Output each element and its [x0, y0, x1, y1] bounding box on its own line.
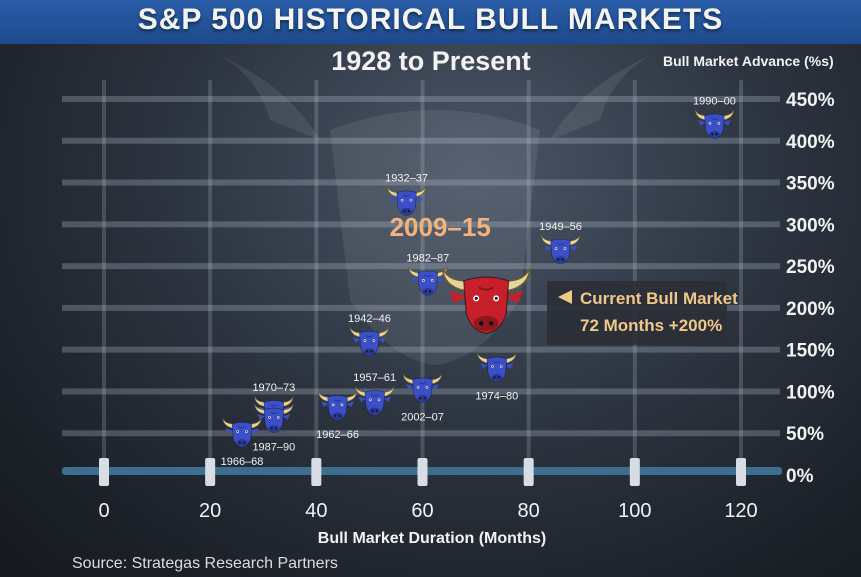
x-tick-label: 120	[724, 500, 757, 522]
callout-pointer-icon	[558, 290, 572, 304]
y-tick-label: 450%	[786, 90, 835, 111]
bull-market-label: 1990–00	[693, 96, 736, 108]
y-tick-label: 200%	[786, 299, 835, 320]
bull-market-label: 1974–80	[475, 391, 518, 403]
y-tick-label: 150%	[786, 341, 835, 362]
x-axis-baseline	[62, 458, 782, 486]
x-axis-tick-mark	[629, 458, 640, 486]
bull-market-label: 1942–46	[348, 313, 391, 325]
y-tick-label: 50%	[786, 424, 824, 445]
current-bull-market: 2009–15	[390, 212, 531, 335]
bull-icon	[477, 352, 517, 383]
x-axis-tick-mark	[311, 458, 322, 486]
x-tick-label: 40	[305, 500, 327, 522]
y-axis-ticks: 0% 50% 100% 150% 200% 250% 300% 350% 400% 450%	[786, 90, 835, 487]
source-note: Source: Strategas Research Partners	[72, 555, 338, 572]
y-tick-label: 0%	[786, 466, 814, 487]
bull-market-points: 1990–00 1932–37 1949–56 1982–87 1942–46 1974–…	[221, 96, 736, 468]
bull-market-label: 1982–87	[406, 253, 449, 265]
y-tick-label: 100%	[786, 382, 835, 403]
y-tick-label: 300%	[786, 215, 835, 236]
x-axis-tick-mark	[523, 458, 534, 486]
x-tick-label: 60	[411, 500, 433, 522]
y-tick-label: 400%	[786, 132, 835, 153]
bull-market-label: 1949–56	[539, 221, 582, 233]
y-tick-label: 350%	[786, 174, 835, 195]
x-axis-tick-mark	[736, 458, 746, 486]
bull-icon	[694, 109, 735, 140]
bull-market-label: 1970–73	[252, 382, 295, 394]
callout-line-1: Current Bull Market	[580, 289, 738, 308]
x-tick-label: 20	[199, 500, 221, 522]
bull-icon	[402, 373, 443, 404]
chart-grid	[62, 80, 780, 462]
bull-icon	[317, 391, 358, 421]
bull-market-label: 1966–68	[221, 456, 264, 468]
x-axis-label: Bull Market Duration (Months)	[318, 530, 546, 547]
current-bull-callout: Current Bull Market 72 Months +200%	[547, 281, 738, 345]
x-axis-tick-mark	[205, 458, 216, 486]
bull-market-label: 1962–66	[316, 429, 359, 441]
y-axis-label: Bull Market Advance (%s)	[663, 53, 834, 69]
bull-market-label: 1932–37	[385, 172, 428, 184]
title-bar: S&P 500 HISTORICAL BULL MARKETS	[0, 0, 861, 44]
y-tick-label: 250%	[786, 257, 835, 278]
x-tick-label: 0	[98, 500, 109, 522]
bull-icon	[540, 234, 581, 265]
chart-subtitle: 1928 to Present	[331, 46, 531, 76]
bull-market-label: 2002–07	[401, 412, 444, 424]
bull-market-label: 1987–90	[252, 442, 295, 454]
x-axis-ticks: 0 20 40 60 80 100 120	[98, 500, 757, 522]
callout-line-2: 72 Months +200%	[580, 316, 722, 335]
x-axis-tick-mark	[417, 458, 428, 486]
x-tick-label: 100	[618, 500, 651, 522]
x-tick-label: 80	[518, 500, 540, 522]
current-bull-label: 2009–15	[390, 212, 491, 242]
bull-market-label: 1957–61	[353, 372, 396, 384]
x-axis-tick-mark	[99, 458, 109, 486]
chart-title: S&P 500 HISTORICAL BULL MARKETS	[137, 3, 724, 36]
